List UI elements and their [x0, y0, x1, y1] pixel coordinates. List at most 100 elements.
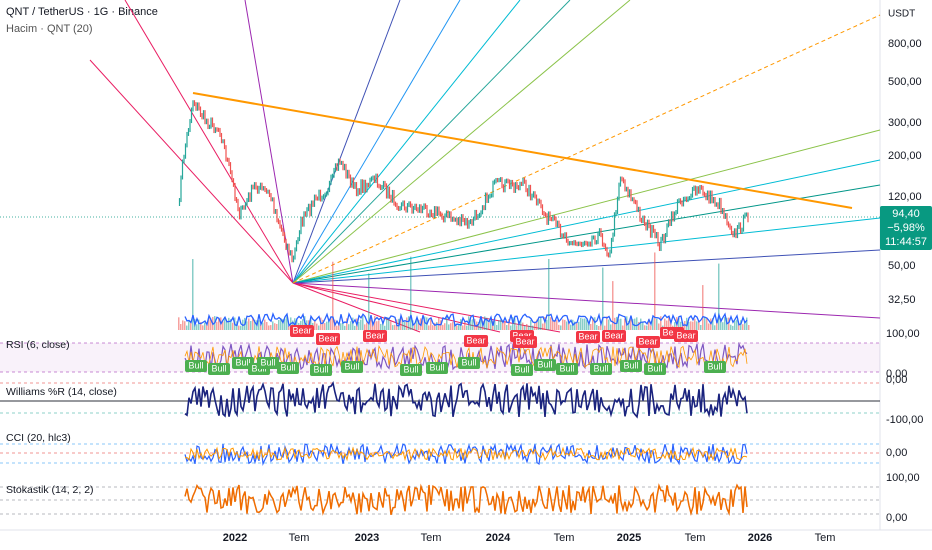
volume-bar: [188, 321, 190, 330]
volume-bar: [210, 318, 212, 330]
fan-line: [292, 129, 881, 284]
volume-bar: [250, 321, 252, 330]
cci-ma: [184, 446, 748, 462]
volume-bar: [260, 324, 262, 330]
bull-signal-box: [534, 359, 556, 371]
bull-signal: Bull: [514, 364, 529, 374]
volume-bar: [666, 320, 668, 330]
volume-bar: [596, 325, 598, 330]
volume-bar: [598, 325, 600, 330]
volume-bar: [288, 325, 290, 330]
cci-line: [184, 442, 748, 467]
volume-bar: [508, 319, 510, 330]
price-axis-label: 120,00: [888, 191, 922, 203]
bear-signal: Bear: [466, 335, 485, 345]
volume-bar: [388, 317, 390, 330]
bull-signal: Bull: [593, 363, 608, 373]
volume-bar: [510, 325, 512, 330]
bear-signal: Bear: [292, 325, 311, 335]
volume-bar: [668, 316, 670, 330]
volume-bar: [746, 317, 748, 330]
volume-bar: [558, 324, 560, 330]
volume-bar: [640, 318, 642, 330]
volume-bar: [526, 323, 528, 330]
volume-bar: [576, 323, 578, 330]
bull-signal: Bull: [537, 359, 552, 369]
volume-bar: [600, 324, 602, 330]
volume-bar: [238, 325, 240, 330]
volume-bar: [586, 319, 588, 330]
last-price: 94,40: [892, 208, 920, 220]
volume-bar: [432, 325, 434, 330]
volume-bar: [394, 324, 396, 330]
volume-bar: [478, 321, 480, 330]
volume-bar: [410, 256, 412, 330]
volume-bar: [682, 322, 684, 330]
bull-signal: Bull: [211, 363, 226, 373]
volume-bar: [650, 325, 652, 330]
volume-bar: [326, 321, 328, 330]
volume-bar: [272, 321, 274, 330]
fan-line: [292, 0, 401, 284]
volume-bar: [466, 325, 468, 330]
volume-bar: [638, 321, 640, 330]
volume-bar: [534, 321, 536, 330]
fan-line: [89, 59, 294, 284]
volume-bar: [484, 316, 486, 330]
fan-line: [292, 0, 571, 284]
price-axis-label: 300,00: [888, 117, 922, 129]
volume-bar: [436, 322, 438, 330]
volume-bar: [274, 323, 276, 330]
volume-bar: [246, 321, 248, 330]
volume-bar: [454, 323, 456, 330]
volume-bar: [196, 324, 198, 330]
price-axis-label: 800,00: [888, 38, 922, 50]
volume-bar: [608, 319, 610, 330]
volume-bar: [178, 317, 180, 330]
volume-bar: [190, 320, 192, 330]
volume-bar: [216, 321, 218, 330]
volume-bar: [642, 321, 644, 330]
volume-bar: [372, 324, 374, 330]
volume-bar: [588, 324, 590, 330]
volume-bar: [714, 325, 716, 330]
volume-bar: [698, 321, 700, 330]
volume-bar: [200, 322, 202, 330]
volume-bar: [328, 320, 330, 330]
volume-bar: [622, 325, 624, 330]
volume-bar: [594, 317, 596, 330]
volume-bar: [374, 316, 376, 330]
volume-bar: [540, 316, 542, 330]
volume-bar: [184, 321, 186, 330]
volume-bar: [180, 324, 182, 330]
volume-bar: [442, 324, 444, 330]
bear-signal-box: [290, 325, 314, 337]
volume-bar: [654, 252, 656, 330]
price-tag: [880, 206, 932, 250]
volume-bar: [612, 281, 614, 330]
bear-signal: Bear: [515, 336, 534, 346]
bear-signal-box: [316, 333, 340, 345]
volume-bar: [520, 319, 522, 330]
volume-bar: [282, 319, 284, 330]
fan-line: [292, 184, 881, 284]
price-axis-label: 500,00: [888, 76, 922, 88]
volume-ma: [184, 311, 748, 329]
volume-bar: [382, 321, 384, 330]
volume-bar: [718, 263, 720, 330]
fan-line: [292, 217, 881, 284]
volume-bar: [742, 324, 744, 330]
volume-bar: [280, 318, 282, 330]
volume-bar: [574, 321, 576, 330]
volume-bar: [284, 318, 286, 330]
volume-bar: [536, 319, 538, 330]
volume-bar: [404, 321, 406, 330]
bull-signal-box: [426, 362, 448, 374]
volume-bar: [652, 317, 654, 330]
volume-bar: [538, 319, 540, 330]
indicator-axis-label: 0,00: [886, 447, 907, 459]
volume-bar: [504, 322, 506, 330]
volume-bar: [202, 325, 204, 330]
volume-bar: [692, 321, 694, 330]
bear-signal: Bear: [662, 327, 681, 337]
